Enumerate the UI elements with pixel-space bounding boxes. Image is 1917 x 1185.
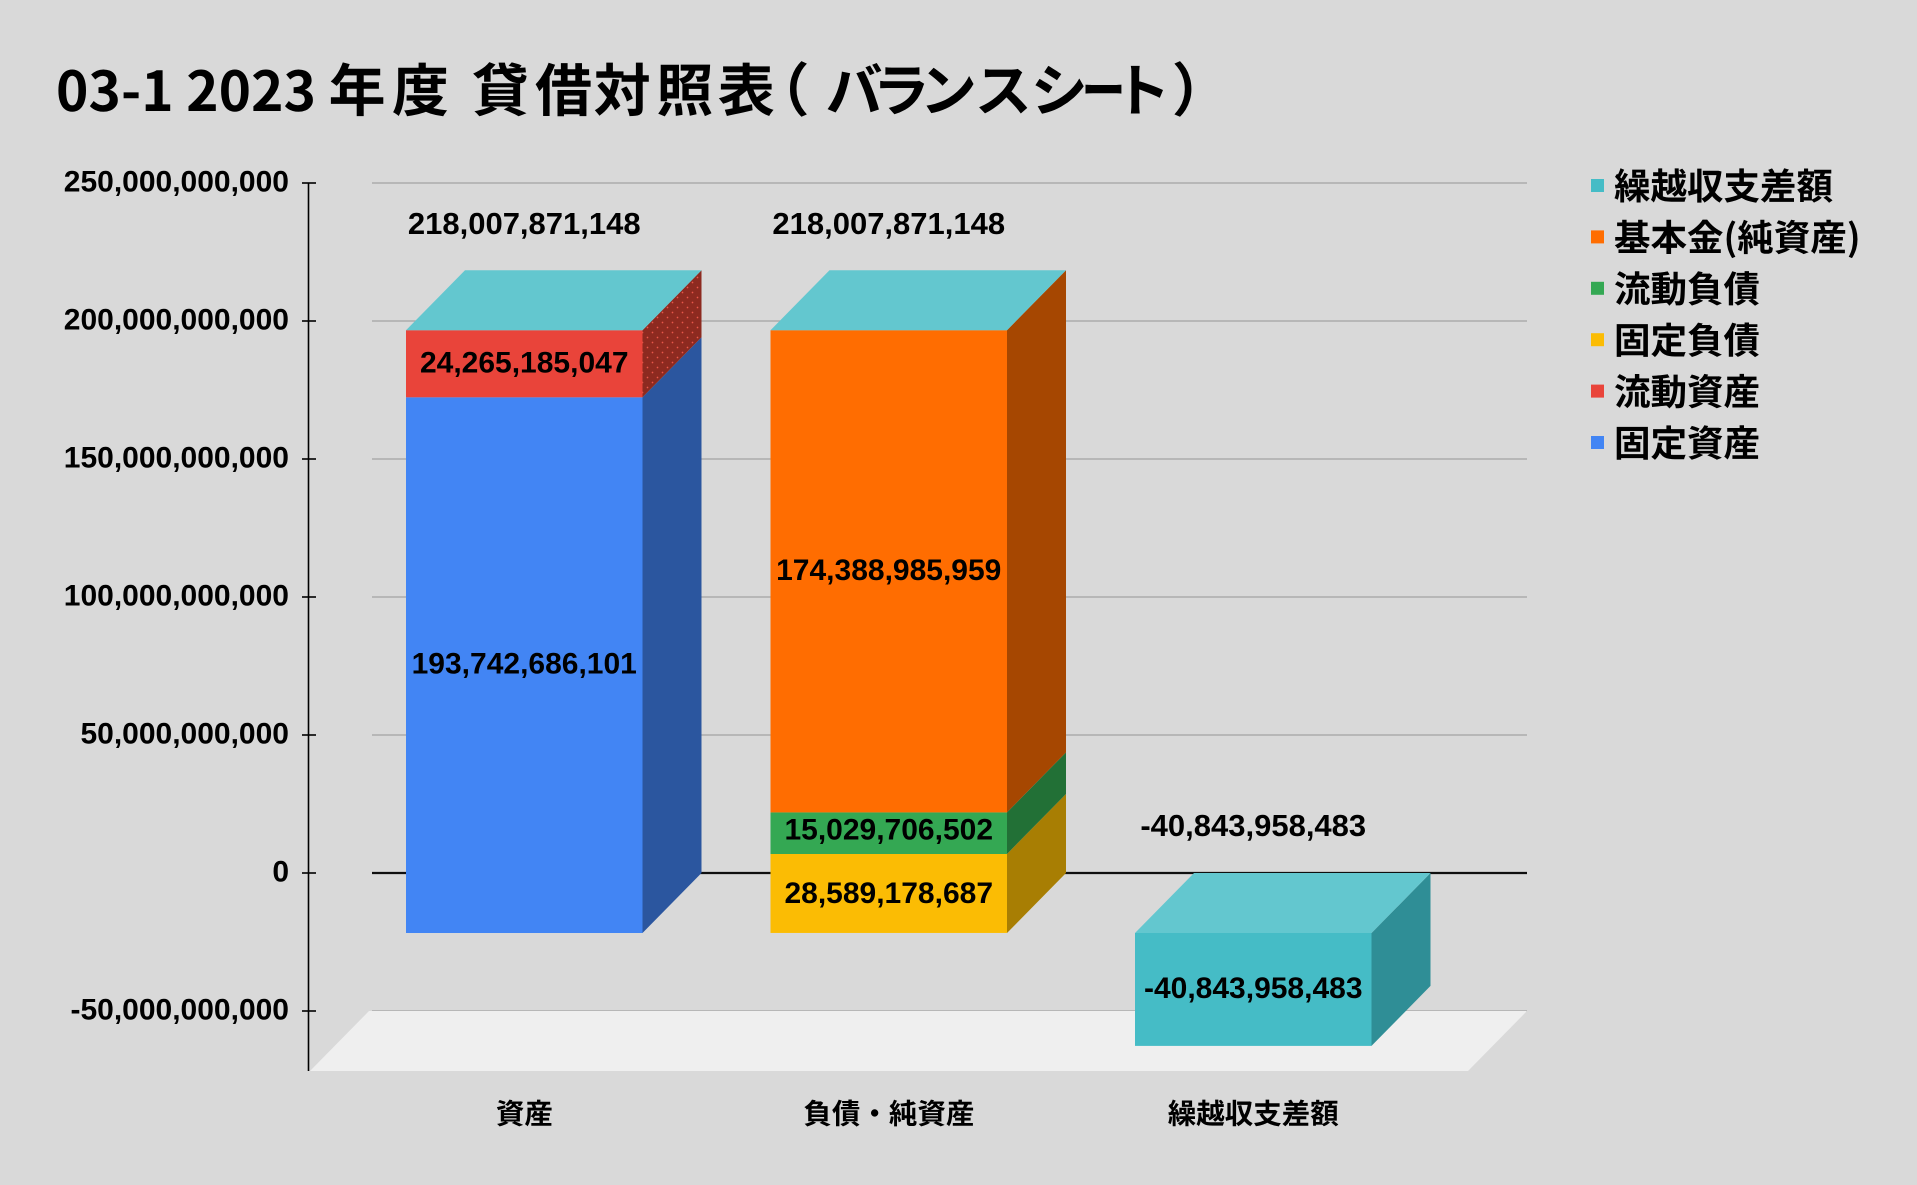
svg-text:193,742,686,101: 193,742,686,101: [412, 648, 637, 681]
svg-text:24,265,185,047: 24,265,185,047: [420, 346, 629, 379]
svg-text:15,029,706,502: 15,029,706,502: [784, 814, 993, 847]
svg-text:28,589,178,687: 28,589,178,687: [784, 877, 993, 910]
svg-text:0: 0: [272, 856, 289, 889]
svg-text:174,388,985,959: 174,388,985,959: [776, 554, 1001, 587]
svg-text:100,000,000,000: 100,000,000,000: [64, 580, 289, 613]
svg-text:-40,843,958,483: -40,843,958,483: [1140, 808, 1366, 843]
svg-text:200,000,000,000: 200,000,000,000: [64, 304, 289, 337]
svg-text:50,000,000,000: 50,000,000,000: [80, 718, 289, 751]
svg-text:218,007,871,148: 218,007,871,148: [408, 206, 641, 241]
svg-text:218,007,871,148: 218,007,871,148: [772, 206, 1005, 241]
svg-text:150,000,000,000: 150,000,000,000: [64, 442, 289, 475]
svg-text:-50,000,000,000: -50,000,000,000: [70, 994, 289, 1027]
svg-text:-40,843,958,483: -40,843,958,483: [1144, 972, 1363, 1005]
svg-text:250,000,000,000: 250,000,000,000: [64, 166, 289, 199]
